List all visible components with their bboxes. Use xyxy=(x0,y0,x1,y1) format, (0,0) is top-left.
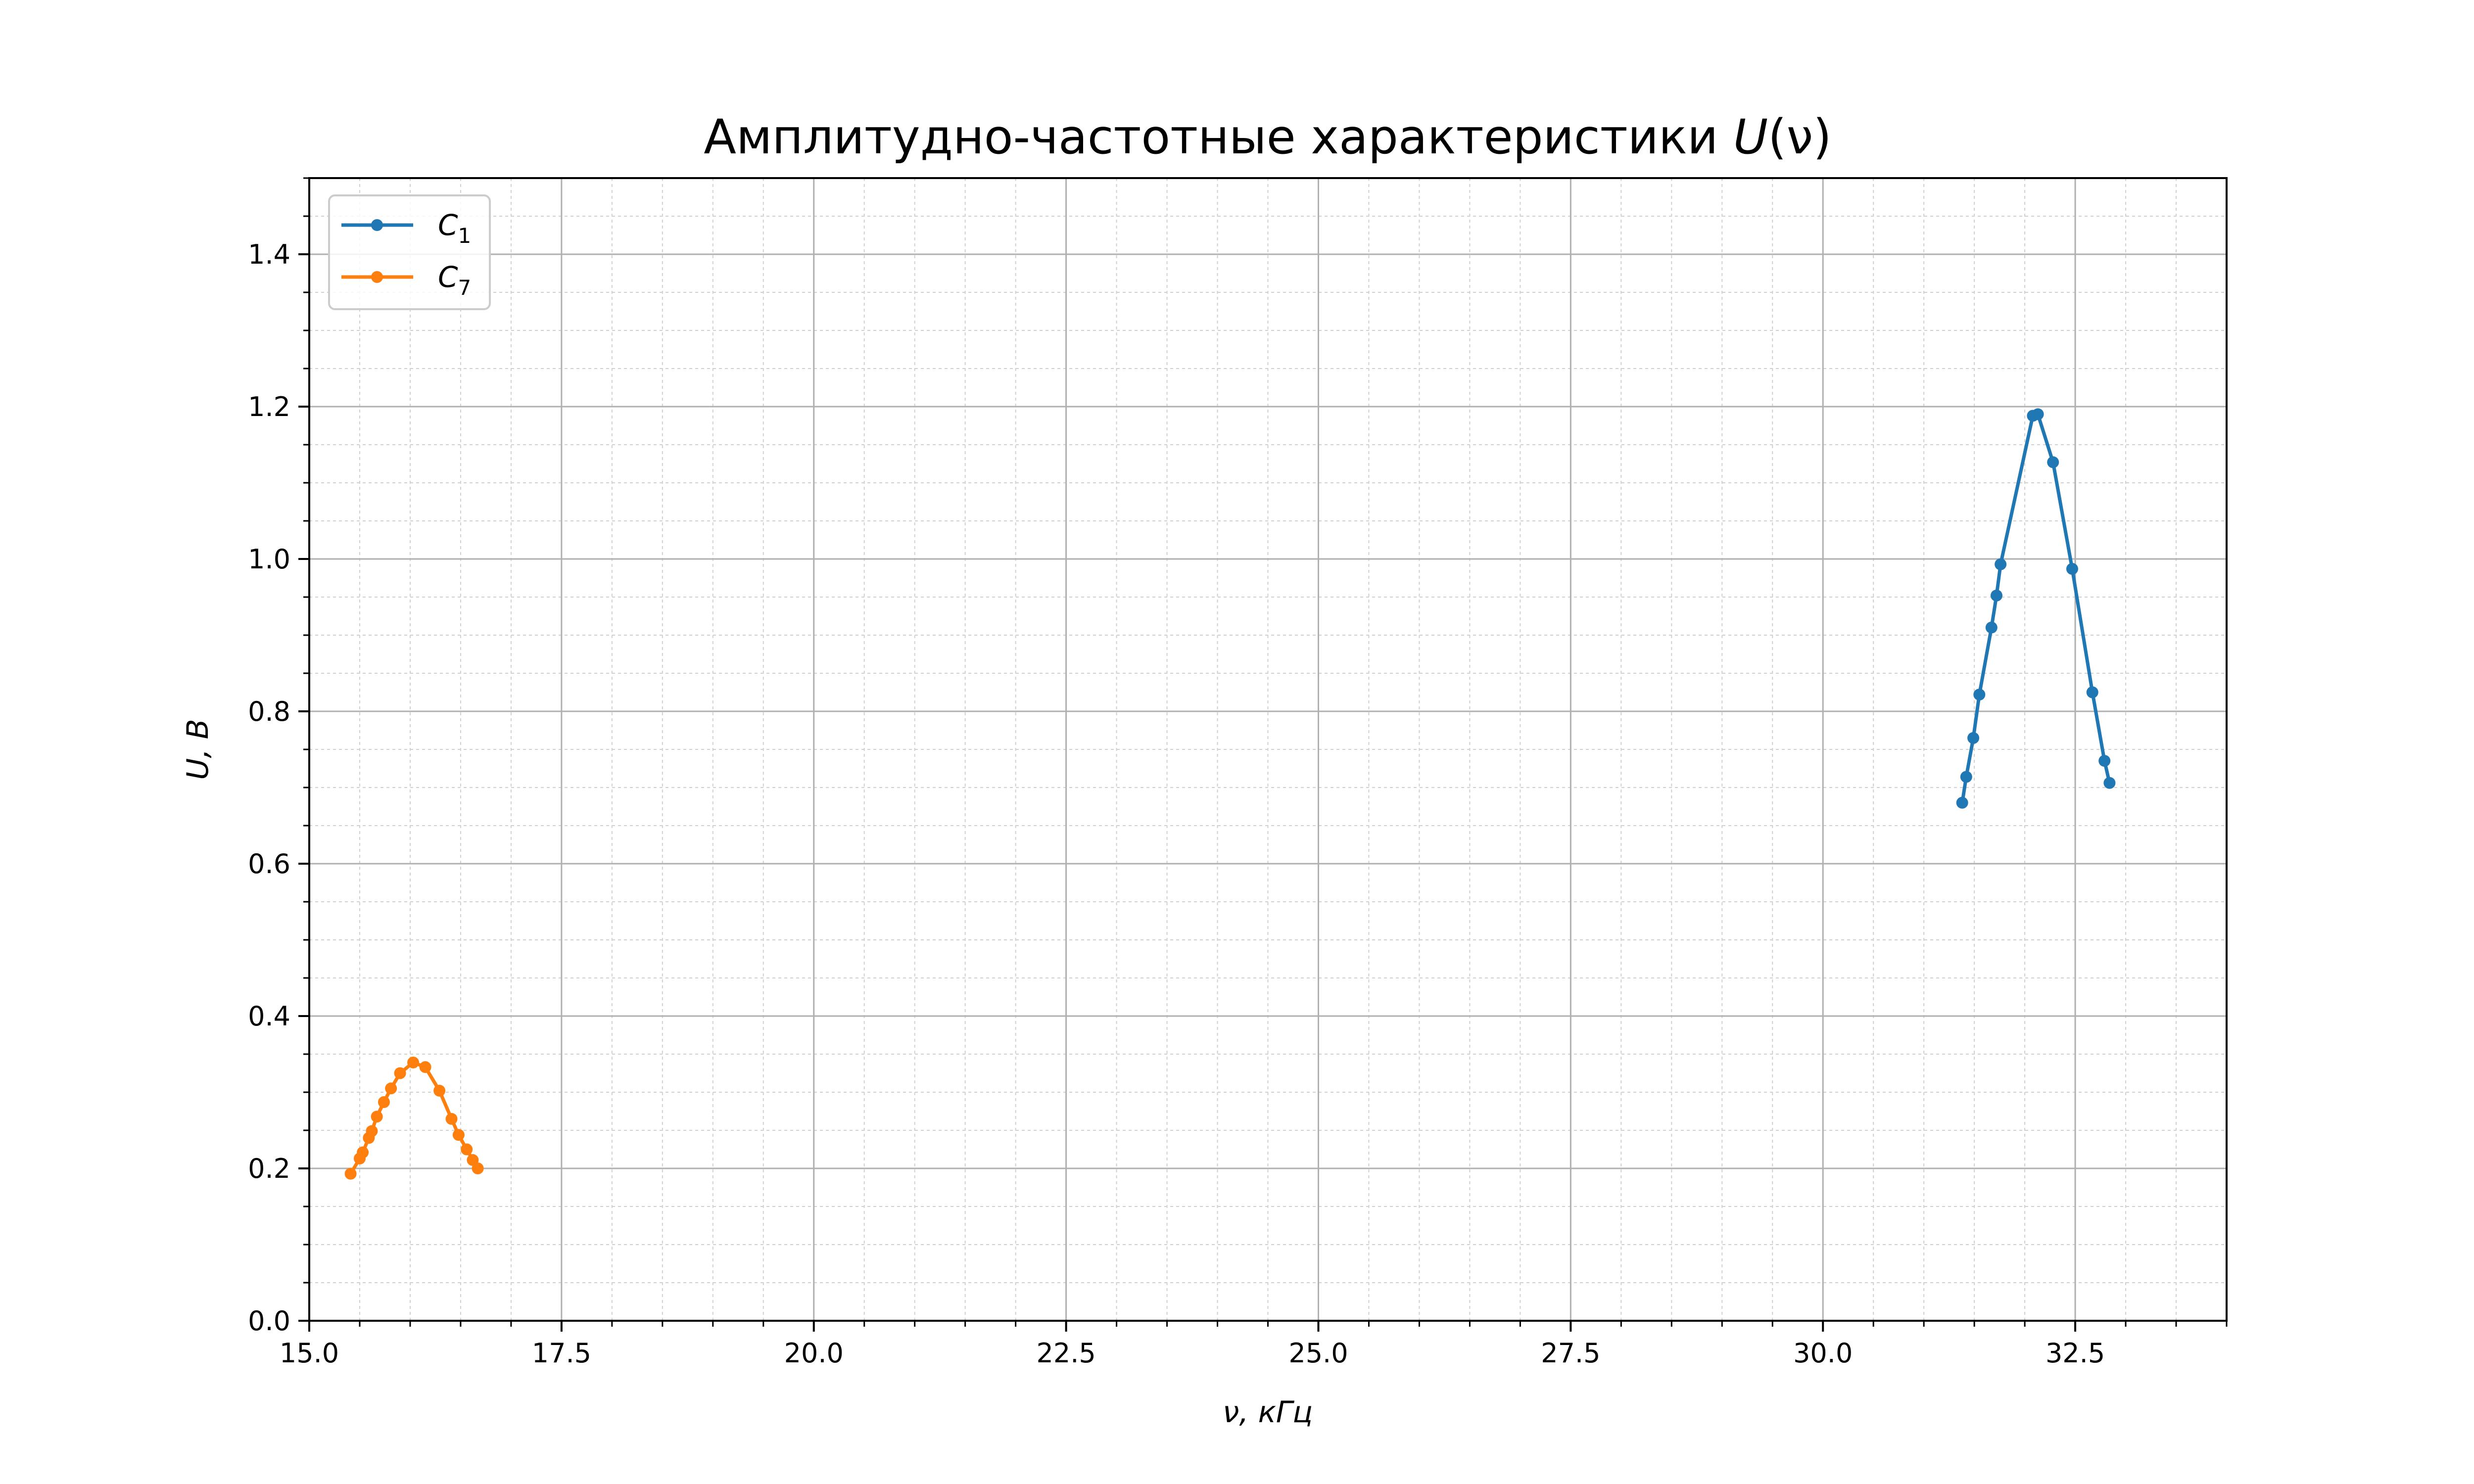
data-point xyxy=(385,1082,397,1095)
data-point xyxy=(2032,408,2044,420)
series-line xyxy=(1960,412,2111,803)
legend-marker xyxy=(371,271,383,283)
axis-ticks xyxy=(298,177,2228,1332)
y-tick-label: 0.8 xyxy=(248,696,290,727)
data-point xyxy=(452,1129,465,1141)
data-point xyxy=(2066,563,2078,575)
legend-item-C1: C1 xyxy=(341,208,471,248)
x-axis-label: ν, кГц xyxy=(1223,1395,1313,1430)
data-point xyxy=(366,1125,378,1137)
data-point xyxy=(357,1146,369,1159)
chart-title: Амплитудно-частотные характеристики U(ν) xyxy=(704,109,1831,165)
data-point xyxy=(1995,558,2007,570)
y-tick-label: 0.0 xyxy=(248,1305,290,1337)
data-point xyxy=(2103,777,2116,789)
data-point xyxy=(1960,771,1972,783)
x-tick-label: 15.0 xyxy=(280,1338,339,1369)
x-tick-label: 32.5 xyxy=(2046,1338,2105,1369)
data-point xyxy=(1967,732,1980,744)
x-tick-label: 17.5 xyxy=(532,1338,591,1369)
data-point xyxy=(433,1084,446,1097)
data-point xyxy=(394,1067,406,1079)
data-point xyxy=(1985,621,1998,634)
x-tick-label: 27.5 xyxy=(1541,1338,1600,1369)
x-tick-label: 30.0 xyxy=(1793,1338,1853,1369)
series-layer xyxy=(344,408,2116,1180)
data-point xyxy=(378,1096,390,1109)
legend-label: C7 xyxy=(438,260,471,300)
data-point xyxy=(407,1056,420,1068)
data-point xyxy=(371,1111,383,1123)
data-point xyxy=(1973,689,1986,701)
data-point xyxy=(2086,686,2098,698)
x-tick-label: 20.0 xyxy=(784,1338,844,1369)
legend-item-C7: C7 xyxy=(341,260,471,300)
data-point xyxy=(445,1113,458,1125)
data-point xyxy=(1991,589,2002,602)
data-point xyxy=(1956,796,1968,809)
y-tick-label: 0.4 xyxy=(248,1001,290,1032)
tick-labels: 15.0 17.5 20.0 22.5 25.0 27.5 30.0 32.5 0.0 0.2 0.… xyxy=(248,239,2105,1369)
data-point xyxy=(472,1162,484,1174)
data-point xyxy=(2098,755,2111,767)
y-tick-label: 1.4 xyxy=(248,239,290,270)
data-point xyxy=(461,1143,473,1156)
legend-label: C1 xyxy=(438,208,471,248)
legend-marker xyxy=(371,219,383,231)
y-tick-label: 1.2 xyxy=(248,391,290,422)
data-point xyxy=(344,1167,357,1180)
data-point xyxy=(419,1061,431,1073)
series-C1 xyxy=(1956,408,2116,809)
y-tick-label: 1.0 xyxy=(248,544,290,575)
y-tick-label: 0.2 xyxy=(248,1153,290,1184)
x-tick-label: 22.5 xyxy=(1036,1338,1095,1369)
y-axis-label: U, В xyxy=(181,719,215,780)
x-tick-label: 25.0 xyxy=(1288,1338,1348,1369)
y-tick-label: 0.6 xyxy=(248,848,290,880)
series-C7 xyxy=(344,1056,484,1180)
data-point xyxy=(2047,456,2059,468)
